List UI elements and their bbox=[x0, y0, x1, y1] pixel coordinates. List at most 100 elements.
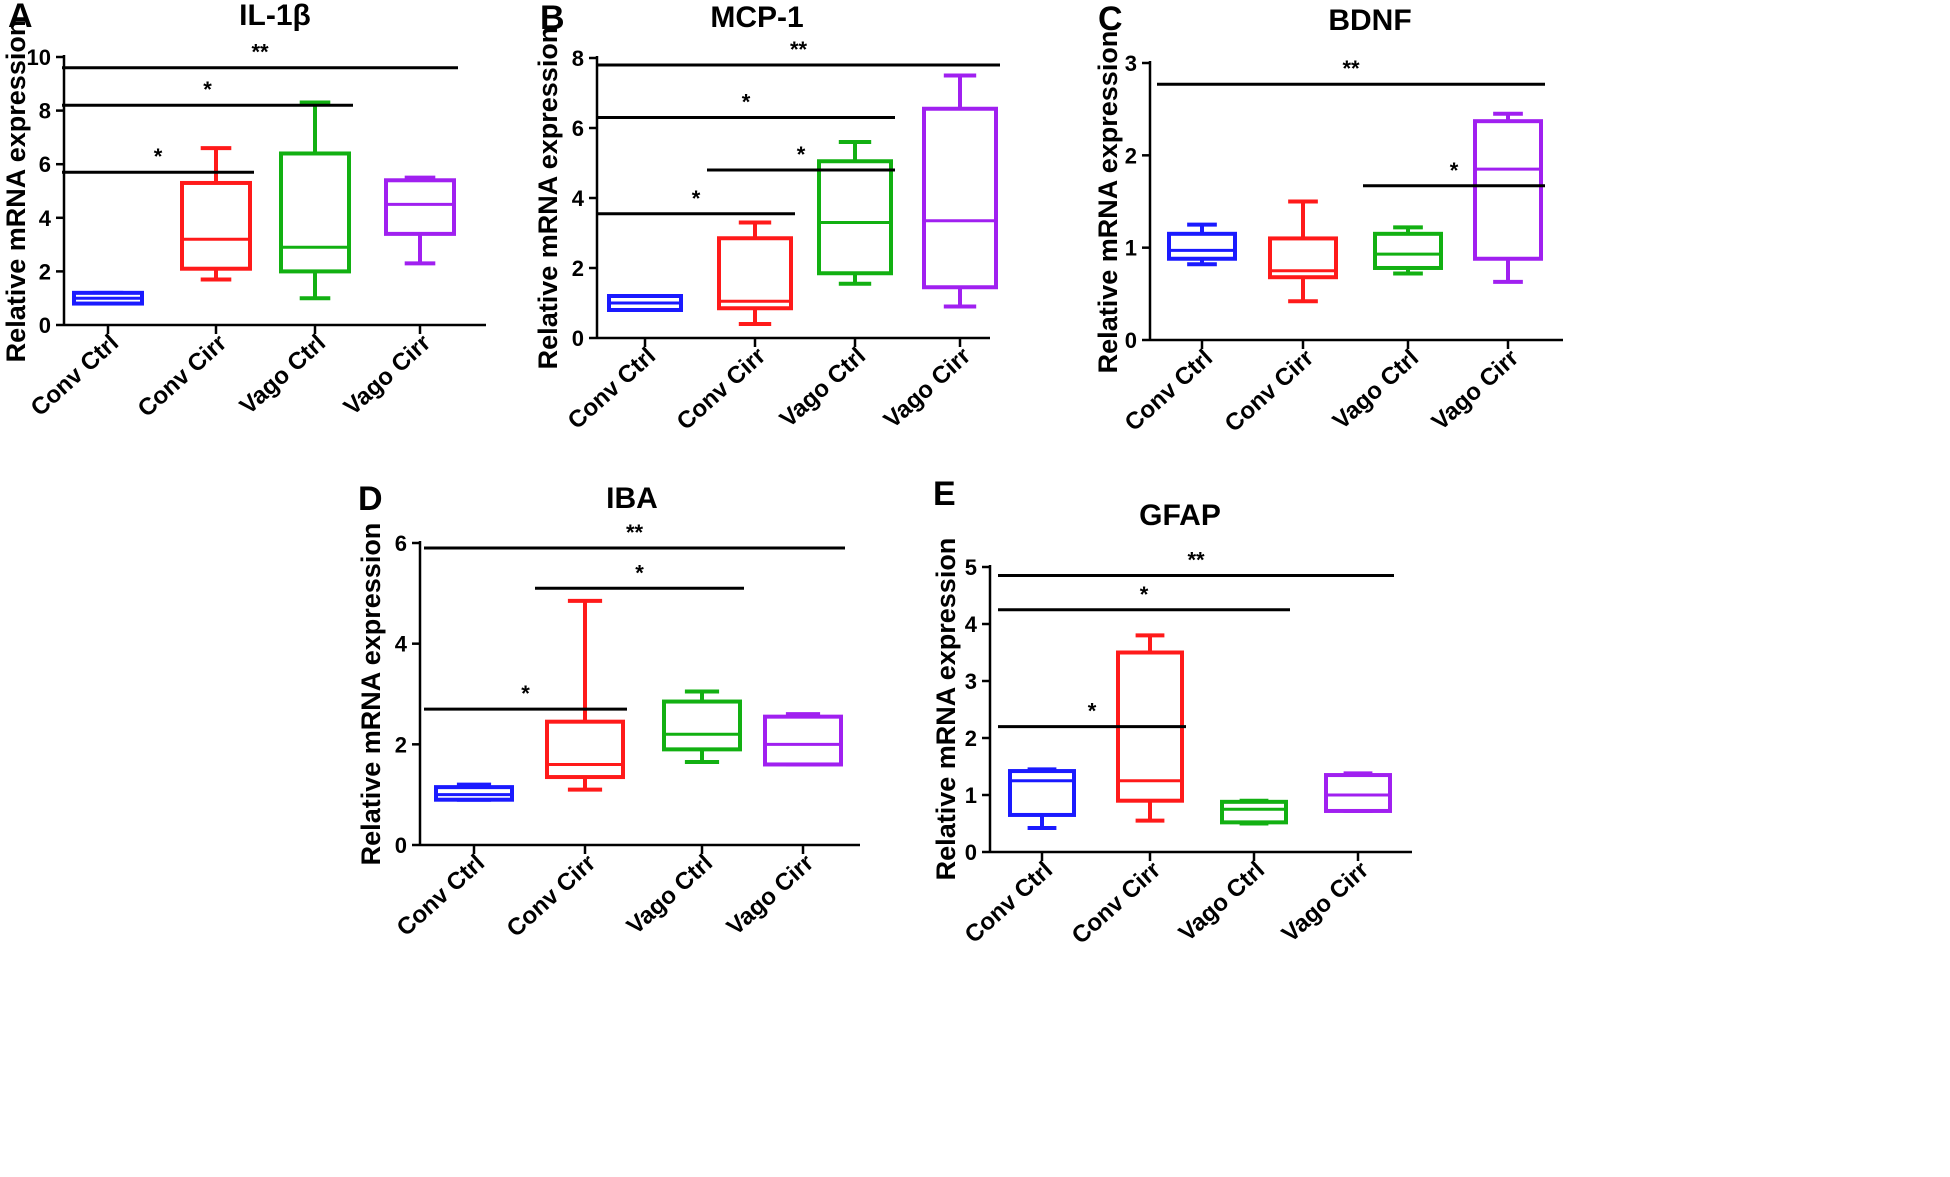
significance-label: * bbox=[203, 77, 212, 102]
y-tick-label: 2 bbox=[572, 256, 584, 281]
box-iqr bbox=[1373, 231, 1443, 270]
box-iqr bbox=[1220, 799, 1288, 825]
panel-letter: E bbox=[933, 475, 956, 513]
y-tick-label: 10 bbox=[27, 45, 51, 70]
x-tick-label: Vago Ctrl bbox=[775, 342, 871, 433]
box-plot-vago-ctrl bbox=[1220, 798, 1288, 826]
chart-title: GFAP bbox=[1139, 499, 1221, 532]
x-tick-label: Conv Cirr bbox=[502, 849, 601, 942]
y-tick-label: 2 bbox=[395, 732, 407, 757]
x-tick-label: Conv Cirr bbox=[1067, 856, 1166, 949]
y-tick-label: 3 bbox=[965, 669, 977, 694]
y-tick-label: 6 bbox=[395, 531, 407, 556]
x-tick-label: Vago Ctrl bbox=[1174, 856, 1270, 947]
chart-panel-c: C BDNF Relative mRNA expression 0 1 2 3 Conv Ct… bbox=[1093, 0, 1563, 438]
box-iqr bbox=[1167, 231, 1237, 261]
y-tick-label: 8 bbox=[572, 46, 584, 71]
y-axis-label: Relative mRNA expression bbox=[931, 538, 961, 881]
significance-label: ** bbox=[1187, 548, 1205, 573]
box-plot-conv-cirr bbox=[545, 598, 625, 792]
y-tick-label: 0 bbox=[395, 833, 407, 858]
box-plot-vago-cirr bbox=[922, 73, 998, 309]
box-iqr bbox=[662, 699, 742, 752]
panel-letter: C bbox=[1098, 0, 1123, 38]
box-plot-conv-ctrl bbox=[434, 782, 514, 802]
significance-label: * bbox=[1140, 582, 1149, 607]
box-iqr bbox=[384, 178, 456, 236]
box-plot-vago-cirr bbox=[763, 712, 843, 767]
x-tick-label: Conv Ctrl bbox=[1120, 344, 1218, 436]
y-tick-label: 4 bbox=[572, 186, 585, 211]
box-iqr bbox=[180, 180, 252, 271]
significance-label: * bbox=[154, 144, 163, 169]
y-tick-label: 6 bbox=[39, 152, 51, 177]
x-tick-label: Conv Ctrl bbox=[960, 856, 1058, 948]
y-tick-label: 3 bbox=[1125, 51, 1137, 76]
box-plot-vago-ctrl bbox=[1373, 225, 1443, 276]
x-tick-label: Vago Ctrl bbox=[622, 849, 718, 940]
box-plot-vago-cirr bbox=[384, 175, 456, 266]
x-tick-label: Vago Cirr bbox=[722, 849, 819, 940]
x-tick-label: Conv Cirr bbox=[1220, 344, 1319, 437]
y-tick-label: 0 bbox=[1125, 328, 1137, 353]
y-tick-label: 2 bbox=[39, 259, 51, 284]
box-plot-vago-ctrl bbox=[279, 100, 351, 301]
y-tick-label: 0 bbox=[572, 326, 584, 351]
y-tick-label: 6 bbox=[572, 116, 584, 141]
x-tick-label: Vago Cirr bbox=[1277, 856, 1374, 947]
chart-title: IL-1β bbox=[239, 0, 311, 32]
box-iqr bbox=[279, 151, 351, 274]
chart-panel-e: E GFAP Relative mRNA expression 0 1 2 3 4 5 Conv … bbox=[931, 475, 1412, 950]
x-tick-label: Conv Ctrl bbox=[26, 329, 124, 421]
y-tick-label: 1 bbox=[1125, 236, 1137, 261]
box-plot-conv-cirr bbox=[180, 146, 252, 282]
y-tick-label: 1 bbox=[965, 783, 977, 808]
x-tick-label: Conv Ctrl bbox=[563, 342, 661, 434]
x-tick-label: Vago Ctrl bbox=[235, 329, 331, 420]
x-tick-label: Conv Ctrl bbox=[392, 849, 490, 941]
box-plot-vago-cirr bbox=[1473, 111, 1543, 284]
box-plot-conv-ctrl bbox=[607, 294, 683, 312]
significance-label: ** bbox=[790, 37, 808, 62]
box-plot-conv-ctrl bbox=[1167, 222, 1237, 267]
box-iqr bbox=[717, 236, 793, 311]
y-tick-label: 4 bbox=[395, 632, 408, 657]
chart-panel-b: B MCP-1 Relative mRNA expression 0 2 4 6 8 Conv … bbox=[533, 0, 1000, 436]
y-tick-label: 0 bbox=[965, 840, 977, 865]
y-tick-label: 0 bbox=[39, 313, 51, 338]
box-plot-conv-ctrl bbox=[72, 290, 144, 306]
panel-letter: A bbox=[8, 0, 33, 35]
x-tick-label: Conv Cirr bbox=[133, 329, 232, 422]
significance-label: * bbox=[521, 681, 530, 706]
panel-letter: B bbox=[540, 0, 565, 37]
box-plot-conv-cirr bbox=[1268, 199, 1338, 304]
y-axis-label: Relative mRNA expression bbox=[356, 523, 386, 866]
significance-label: * bbox=[1450, 158, 1459, 183]
chart-title: MCP-1 bbox=[710, 1, 803, 34]
significance-label: * bbox=[1088, 699, 1097, 724]
y-tick-label: 8 bbox=[39, 99, 51, 124]
box-plot-vago-ctrl bbox=[817, 140, 893, 286]
chart-panel-d: D IBA Relative mRNA expression 0 2 4 6 Conv Ctr… bbox=[356, 480, 860, 943]
significance-label: * bbox=[742, 90, 751, 115]
box-plot-vago-cirr bbox=[1324, 771, 1392, 813]
box-iqr bbox=[1473, 119, 1543, 261]
box-iqr bbox=[763, 714, 843, 767]
x-tick-label: Vago Ctrl bbox=[1328, 344, 1424, 435]
panel-letter: D bbox=[358, 480, 383, 518]
chart-title: BDNF bbox=[1328, 4, 1411, 37]
y-tick-label: 4 bbox=[39, 206, 52, 231]
box-iqr bbox=[1324, 773, 1392, 813]
significance-label: ** bbox=[1342, 56, 1360, 81]
significance-label: ** bbox=[626, 520, 644, 545]
box-iqr bbox=[1008, 769, 1076, 817]
significance-label: * bbox=[635, 560, 644, 585]
x-tick-label: Vago Cirr bbox=[879, 342, 976, 433]
box-plot-conv-cirr bbox=[717, 220, 793, 326]
significance-label: ** bbox=[251, 40, 269, 65]
box-iqr bbox=[545, 719, 625, 780]
box-plot-vago-ctrl bbox=[662, 689, 742, 764]
y-axis-label: Relative mRNA expression bbox=[1093, 31, 1123, 374]
chart-panel-a: A IL-1β Relative mRNA expression 0 2 4 6 8 10 Con… bbox=[1, 0, 486, 423]
box-iqr bbox=[922, 106, 998, 290]
